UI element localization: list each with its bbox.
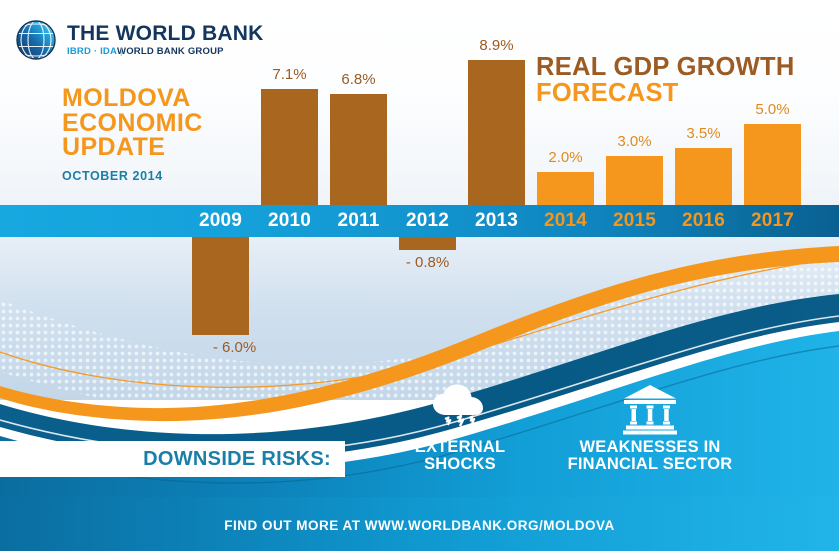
bar-label-2014: 2.0% xyxy=(548,149,583,167)
world-bank-globe-icon xyxy=(16,20,56,60)
logo-title: THE WORLD BANK xyxy=(67,22,264,46)
report-title-line3: UPDATE xyxy=(62,133,166,161)
chart-title: REAL GDP GROWTH FORECAST xyxy=(536,53,795,107)
axis-tick-2011: 2011 xyxy=(337,210,380,231)
bar-label-2016: 3.5% xyxy=(686,124,721,142)
bar-label-2017: 5.0% xyxy=(755,100,790,118)
bar-2014 xyxy=(537,172,594,205)
bar-label-2010: 7.1% xyxy=(272,66,307,84)
bar-label-2012: - 0.8% xyxy=(405,254,450,272)
bank-building-icon xyxy=(623,385,677,435)
bar-label-2013: 8.9% xyxy=(479,36,514,54)
storm-cloud-icon xyxy=(433,384,483,427)
bar-2012 xyxy=(399,237,456,251)
bar-label-2011: 6.8% xyxy=(341,71,376,89)
axis-tick-2010: 2010 xyxy=(267,210,312,231)
axis-tick-2017: 2017 xyxy=(750,210,795,231)
bar-2013 xyxy=(468,59,525,205)
downside-risks-banner: DOWNSIDE RISKS: xyxy=(0,441,345,477)
axis-tick-2014: 2014 xyxy=(543,210,588,231)
risk-financial-sector-label: WEAKNESSES IN FINANCIAL SECTOR xyxy=(567,438,733,474)
logo-subtitle: IBRD · IDA | WORLD BANK GROUP xyxy=(67,47,263,57)
chart-title-line2: FORECAST xyxy=(536,78,679,107)
downside-risks-heading: DOWNSIDE RISKS: xyxy=(143,447,331,470)
axis-tick-2009: 2009 xyxy=(198,210,243,231)
report-title-line2: ECONOMIC xyxy=(62,108,203,137)
report-title-line1: MOLDOVA xyxy=(62,84,191,112)
gdp-growth-bar-chart: - 6.0% 7.1% 6.8% - 0.8% 8.9% 2.0% 3.0% 3.5% 5.0% xyxy=(192,36,801,356)
report-title: MOLDOVA ECONOMIC UPDATE xyxy=(62,86,203,160)
bar-2015 xyxy=(606,156,663,205)
bar-2011 xyxy=(330,94,387,205)
orange-wave xyxy=(0,246,839,422)
footer-url: FIND OUT MORE AT WWW.WORLDBANK.ORG/MOLDO… xyxy=(224,518,615,533)
logo-world-bank-group: WORLD BANK GROUP xyxy=(117,46,224,58)
main-blue-wave xyxy=(0,331,839,551)
logo-divider: | xyxy=(120,46,123,58)
risk-financial-sector: WEAKNESSES IN FINANCIAL SECTOR xyxy=(530,383,770,474)
report-date: OCTOBER 2014 xyxy=(62,168,163,183)
logo-ibrd-ida: IBRD · IDA xyxy=(67,46,118,58)
axis-tick-2016: 2016 xyxy=(681,210,726,231)
risk-external-shocks-label: EXTERNAL SHOCKS xyxy=(414,438,506,474)
bar-2016 xyxy=(675,147,732,205)
bar-2017 xyxy=(744,123,801,205)
world-bank-logo: THE WORLD BANK IBRD · IDA | WORLD BANK GRO… xyxy=(14,18,263,62)
axis-tick-2015: 2015 xyxy=(612,210,657,231)
report-title-block: MOLDOVA ECONOMIC UPDATE OCTOBER 2014 xyxy=(62,86,203,183)
bar-2010 xyxy=(261,89,318,205)
axis-tick-2013: 2013 xyxy=(474,210,519,231)
bar-label-2009: - 6.0% xyxy=(212,338,257,356)
bar-2009 xyxy=(192,237,249,335)
chart-title-line1: REAL GDP GROWTH xyxy=(536,53,795,81)
axis-tick-2012: 2012 xyxy=(405,210,450,231)
risk-external-shocks: EXTERNAL SHOCKS xyxy=(380,383,540,474)
bar-label-2015: 3.0% xyxy=(617,133,652,151)
year-axis-band xyxy=(0,205,839,237)
footer-band xyxy=(0,497,839,551)
